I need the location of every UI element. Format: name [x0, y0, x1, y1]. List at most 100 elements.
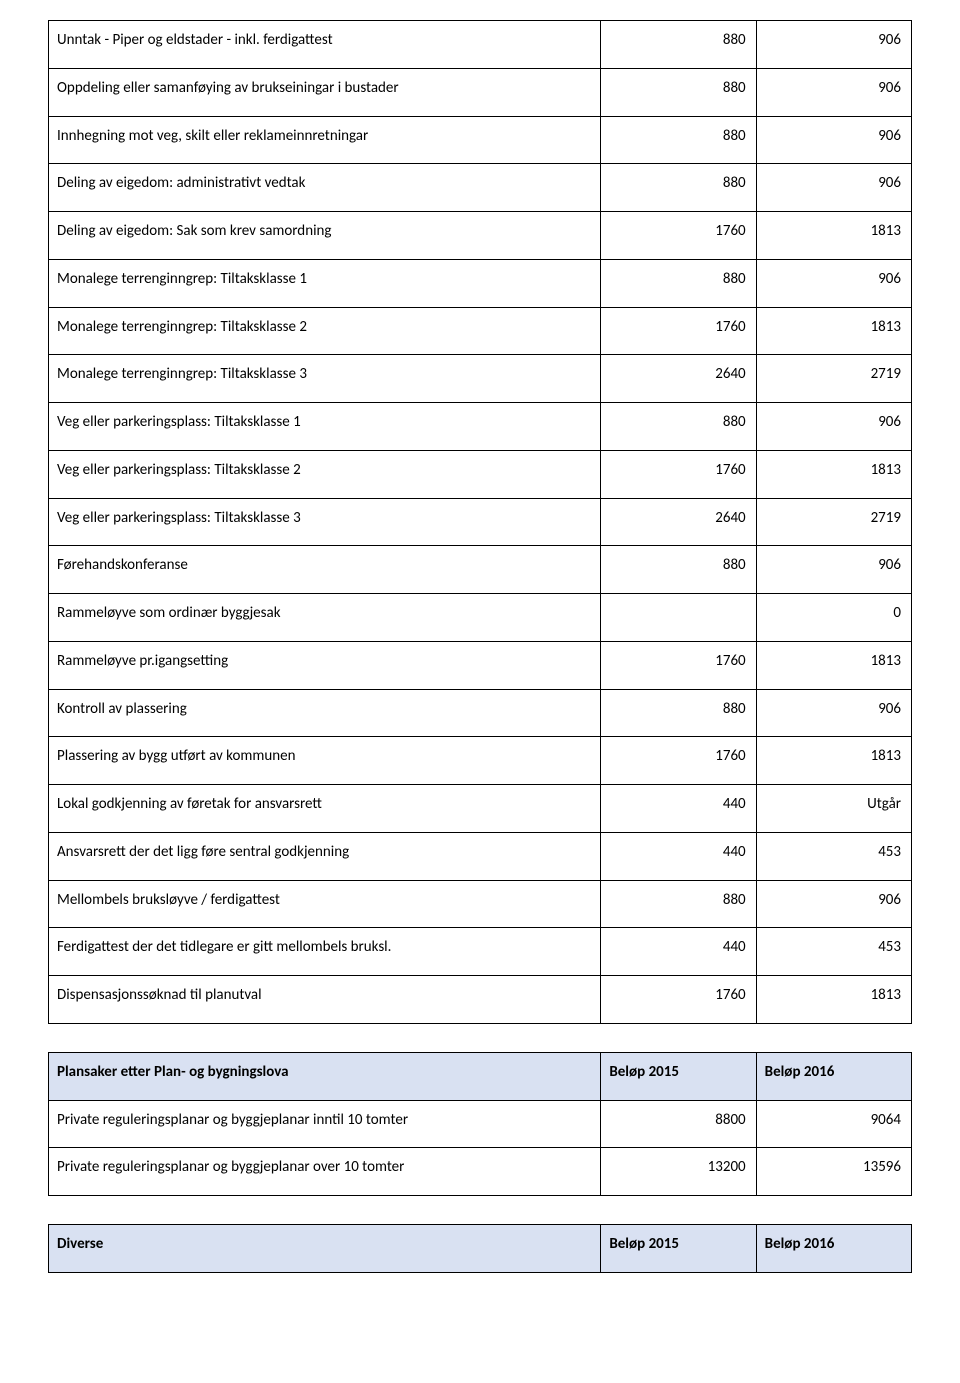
table-row: Deling av eigedom: Sak som krev samordni… [49, 212, 912, 260]
row-label: Oppdeling eller samanføying av brukseini… [49, 68, 601, 116]
row-label: Plassering av bygg utført av kommunen [49, 737, 601, 785]
row-value-2016: 13596 [756, 1148, 911, 1196]
table-row: Ferdigattest der det tidlegare er gitt m… [49, 928, 912, 976]
row-value-2016: 906 [756, 403, 911, 451]
row-label: Kontroll av plassering [49, 689, 601, 737]
row-value-2016: 0 [756, 594, 911, 642]
row-value-2015: 1760 [601, 307, 756, 355]
row-value-2015: 8800 [601, 1100, 756, 1148]
row-value-2015: 880 [601, 546, 756, 594]
row-value-2016: 1813 [756, 307, 911, 355]
header-label: Diverse [49, 1225, 601, 1273]
header-col-2016: Beløp 2016 [756, 1225, 911, 1273]
table-row: Private reguleringsplanar og byggjeplana… [49, 1148, 912, 1196]
table-row: Private reguleringsplanar og byggjeplana… [49, 1100, 912, 1148]
table-row: Dispensasjonssøknad til planutval1760181… [49, 976, 912, 1024]
row-label: Deling av eigedom: Sak som krev samordni… [49, 212, 601, 260]
row-value-2015: 1760 [601, 450, 756, 498]
table-row: Mellombels bruksløyve / ferdigattest8809… [49, 880, 912, 928]
header-col-2015: Beløp 2015 [601, 1225, 756, 1273]
row-value-2015: 880 [601, 403, 756, 451]
row-value-2015: 880 [601, 21, 756, 69]
table-plansaker-body: Plansaker etter Plan- og bygningslova Be… [49, 1052, 912, 1100]
row-value-2016: 906 [756, 689, 911, 737]
table-diverse: Diverse Beløp 2015 Beløp 2016 [48, 1224, 912, 1273]
row-label: Innhegning mot veg, skilt eller reklamei… [49, 116, 601, 164]
row-value-2016: 906 [756, 880, 911, 928]
row-value-2016: 2719 [756, 355, 911, 403]
row-value-2015: 880 [601, 68, 756, 116]
table-row: Veg eller parkeringsplass: Tiltaksklasse… [49, 498, 912, 546]
row-label: Ansvarsrett der det ligg føre sentral go… [49, 832, 601, 880]
table-row: Kontroll av plassering880906 [49, 689, 912, 737]
row-value-2016: 1813 [756, 737, 911, 785]
row-value-2015: 1760 [601, 737, 756, 785]
row-value-2015 [601, 594, 756, 642]
row-value-2015: 440 [601, 785, 756, 833]
table-row: Monalege terrenginngrep: Tiltaksklasse 1… [49, 259, 912, 307]
header-col-2015: Beløp 2015 [601, 1052, 756, 1100]
table-row: Veg eller parkeringsplass: Tiltaksklasse… [49, 450, 912, 498]
table-header-row: Plansaker etter Plan- og bygningslova Be… [49, 1052, 912, 1100]
row-label: Lokal godkjenning av føretak for ansvars… [49, 785, 601, 833]
header-col-2016: Beløp 2016 [756, 1052, 911, 1100]
table-row: Deling av eigedom: administrativt vedtak… [49, 164, 912, 212]
table-row: Rammeløyve pr.igangsetting17601813 [49, 641, 912, 689]
row-value-2015: 1760 [601, 212, 756, 260]
row-label: Monalege terrenginngrep: Tiltaksklasse 3 [49, 355, 601, 403]
row-value-2016: 1813 [756, 641, 911, 689]
row-label: Veg eller parkeringsplass: Tiltaksklasse… [49, 498, 601, 546]
table-byggesak: Unntak - Piper og eldstader - inkl. ferd… [48, 20, 912, 1024]
row-value-2016: 906 [756, 21, 911, 69]
row-value-2016: 906 [756, 116, 911, 164]
row-label: Monalege terrenginngrep: Tiltaksklasse 1 [49, 259, 601, 307]
row-label: Ferdigattest der det tidlegare er gitt m… [49, 928, 601, 976]
row-value-2015: 2640 [601, 355, 756, 403]
row-label: Deling av eigedom: administrativt vedtak [49, 164, 601, 212]
row-value-2016: 906 [756, 164, 911, 212]
row-value-2015: 440 [601, 928, 756, 976]
row-value-2016: 906 [756, 68, 911, 116]
row-value-2015: 440 [601, 832, 756, 880]
row-value-2015: 880 [601, 689, 756, 737]
row-value-2015: 880 [601, 880, 756, 928]
table-header-row: Diverse Beløp 2015 Beløp 2016 [49, 1225, 912, 1273]
table-row: Veg eller parkeringsplass: Tiltaksklasse… [49, 403, 912, 451]
row-value-2015: 880 [601, 116, 756, 164]
row-value-2015: 880 [601, 259, 756, 307]
table-plansaker-rows: Private reguleringsplanar og byggjeplana… [49, 1100, 912, 1196]
table-row: Lokal godkjenning av føretak for ansvars… [49, 785, 912, 833]
row-value-2016: 1813 [756, 450, 911, 498]
row-value-2016: Utgår [756, 785, 911, 833]
row-value-2015: 1760 [601, 641, 756, 689]
row-label: Monalege terrenginngrep: Tiltaksklasse 2 [49, 307, 601, 355]
table-row: Oppdeling eller samanføying av brukseini… [49, 68, 912, 116]
table-plansaker: Plansaker etter Plan- og bygningslova Be… [48, 1052, 912, 1196]
table-row: Rammeløyve som ordinær byggjesak 0 [49, 594, 912, 642]
table-row: Unntak - Piper og eldstader - inkl. ferd… [49, 21, 912, 69]
table-row: Førehandskonferanse880906 [49, 546, 912, 594]
row-value-2015: 2640 [601, 498, 756, 546]
row-value-2015: 880 [601, 164, 756, 212]
row-value-2016: 1813 [756, 976, 911, 1024]
table-row: Ansvarsrett der det ligg føre sentral go… [49, 832, 912, 880]
row-label: Veg eller parkeringsplass: Tiltaksklasse… [49, 403, 601, 451]
header-label: Plansaker etter Plan- og bygningslova [49, 1052, 601, 1100]
row-value-2016: 906 [756, 259, 911, 307]
row-label: Rammeløyve som ordinær byggjesak [49, 594, 601, 642]
row-label: Veg eller parkeringsplass: Tiltaksklasse… [49, 450, 601, 498]
row-label: Førehandskonferanse [49, 546, 601, 594]
row-label: Private reguleringsplanar og byggjeplana… [49, 1100, 601, 1148]
row-label: Rammeløyve pr.igangsetting [49, 641, 601, 689]
row-value-2016: 453 [756, 832, 911, 880]
row-value-2016: 9064 [756, 1100, 911, 1148]
row-label: Dispensasjonssøknad til planutval [49, 976, 601, 1024]
page: Unntak - Piper og eldstader - inkl. ferd… [0, 0, 960, 1313]
table-row: Monalege terrenginngrep: Tiltaksklasse 2… [49, 307, 912, 355]
row-value-2016: 1813 [756, 212, 911, 260]
row-label: Unntak - Piper og eldstader - inkl. ferd… [49, 21, 601, 69]
table-row: Plassering av bygg utført av kommunen176… [49, 737, 912, 785]
row-value-2016: 2719 [756, 498, 911, 546]
row-value-2015: 13200 [601, 1148, 756, 1196]
table-row: Innhegning mot veg, skilt eller reklamei… [49, 116, 912, 164]
